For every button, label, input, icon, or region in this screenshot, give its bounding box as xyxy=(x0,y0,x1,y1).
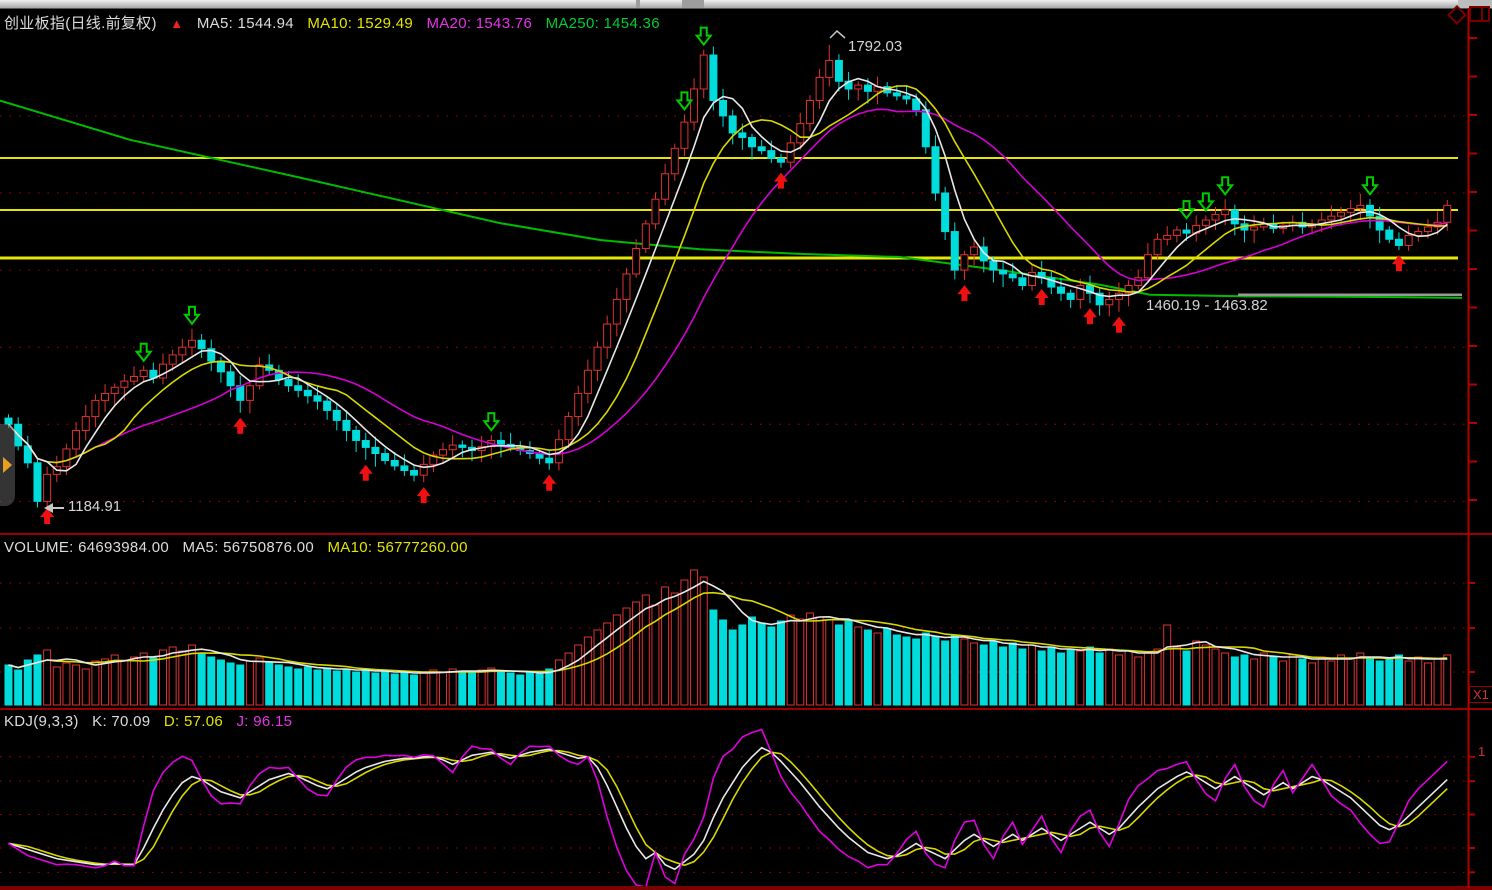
ma10-readout: MA10: 1529.49 xyxy=(307,15,413,32)
pane-divider xyxy=(0,708,1492,710)
kdj-k-readout: K: 70.09 xyxy=(92,713,151,730)
bottom-border xyxy=(0,886,1492,890)
low-price-annotation: 1184.91 xyxy=(68,498,122,515)
kdj-j-readout: J: 96.15 xyxy=(236,713,293,730)
kdj-axis-label: 1 xyxy=(1478,744,1486,759)
triangle-right-icon xyxy=(3,457,12,473)
side-drawer-handle[interactable] xyxy=(0,424,15,506)
gap-range-annotation: 1460.19 - 1463.82 xyxy=(1146,297,1268,314)
up-arrow-icon: ▲ xyxy=(170,16,184,31)
period-x1-label[interactable]: X1 xyxy=(1469,686,1492,703)
volume-pane-header: VOLUME: 64693984.00 MA5: 56750876.00 MA1… xyxy=(4,539,477,556)
kdj-d-readout: D: 57.06 xyxy=(163,713,224,730)
volume-ma5-readout: MA5: 56750876.00 xyxy=(182,539,315,556)
kdj-name: KDJ(9,3,3) xyxy=(4,713,79,730)
right-axis xyxy=(1467,8,1477,888)
volume-ma10-readout: MA10: 56777260.00 xyxy=(327,539,468,556)
pane-divider xyxy=(0,533,1492,535)
strip-notch xyxy=(1458,0,1492,8)
price-pane-header: 创业板指(日线.前复权) ▲ MA5: 1544.94 MA10: 1529.4… xyxy=(4,12,669,33)
ma5-readout: MA5: 1544.94 xyxy=(196,15,294,32)
strip-notch xyxy=(682,0,704,8)
window-layout-icon[interactable] xyxy=(1469,6,1490,22)
top-scroll-strip[interactable] xyxy=(0,0,1492,9)
ma250-readout: MA250: 1454.36 xyxy=(545,15,660,32)
kdj-pane-canvas xyxy=(0,728,1466,886)
window-layout-icon-divider xyxy=(1480,8,1483,20)
instrument-title: 创业板指(日线.前复权) xyxy=(4,15,157,32)
high-price-annotation: 1792.03 xyxy=(848,38,903,55)
ma20-readout: MA20: 1543.76 xyxy=(426,15,533,32)
kdj-pane-header: KDJ(9,3,3) K: 70.09 D: 57.06 J: 96.15 xyxy=(4,713,301,730)
candlestick-pane-canvas xyxy=(0,26,1466,524)
volume-readout: VOLUME: 64693984.00 xyxy=(4,539,169,556)
strip-notch xyxy=(636,0,640,8)
volume-pane-canvas xyxy=(0,569,1466,706)
